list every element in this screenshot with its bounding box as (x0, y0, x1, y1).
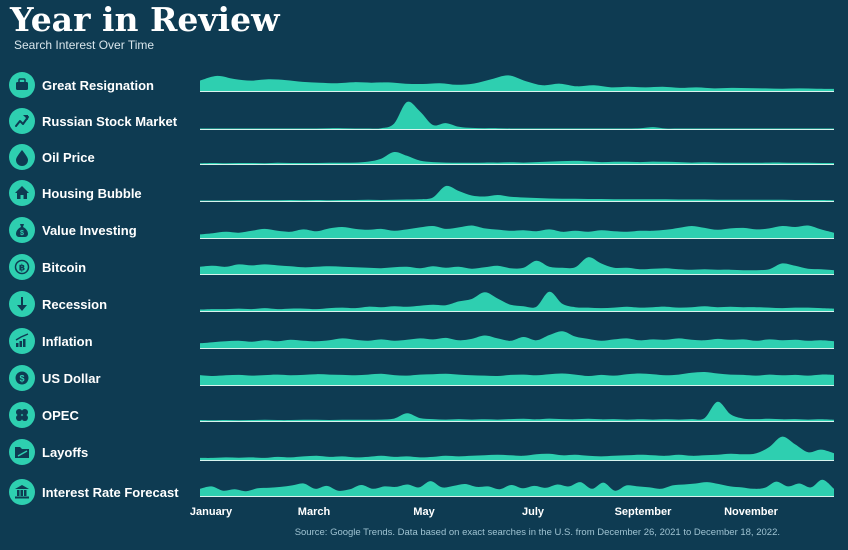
money-bag-icon: $ (9, 217, 35, 243)
series-area (200, 257, 834, 274)
series-area (200, 371, 834, 385)
svg-text:$: $ (19, 374, 24, 384)
folder-icon (9, 439, 35, 465)
series-row: ฿ Bitcoin (9, 254, 834, 280)
series-row: Inflation (9, 328, 834, 354)
series-label: Russian Stock Market (42, 114, 178, 129)
series-row: Layoffs (9, 436, 834, 465)
page-title: Year in Review (10, 0, 280, 39)
x-tick-label: September (615, 506, 673, 518)
x-tick-label: November (724, 506, 779, 518)
series-row: Housing Bubble (9, 180, 834, 206)
series-label: Layoffs (42, 445, 88, 460)
series-area (200, 436, 834, 460)
series-row: Great Resignation (9, 72, 834, 98)
svg-text:฿: ฿ (19, 264, 25, 274)
series-row: OPEC (9, 401, 834, 428)
arrow-down-icon (9, 291, 35, 317)
series-area (200, 185, 834, 201)
series-label: OPEC (42, 408, 79, 423)
house-icon (9, 180, 35, 206)
x-tick-label: March (298, 506, 331, 518)
series-row: Interest Rate Forecast (9, 479, 834, 505)
series-area (200, 225, 834, 238)
series-row: Russian Stock Market (9, 101, 834, 134)
series-row: Oil Price (9, 144, 834, 170)
source-note: Source: Google Trends. Data based on exa… (294, 527, 780, 538)
series-area (200, 151, 834, 164)
clover-icon (9, 402, 35, 428)
chart-rows: Great Resignation Russian Stock Market Oil… (9, 72, 834, 505)
series-area (200, 479, 834, 496)
series-label: Inflation (42, 334, 93, 349)
series-area (200, 401, 834, 421)
series-label: Value Investing (42, 223, 137, 238)
x-tick-label: July (522, 506, 545, 518)
x-tick-label: January (190, 506, 233, 518)
series-area (200, 75, 834, 91)
series-row: $ Value Investing (9, 217, 834, 243)
series-row: $ US Dollar (9, 365, 834, 391)
droplet-icon (9, 144, 35, 170)
bank-icon (9, 479, 35, 505)
trending-up-icon (9, 108, 35, 134)
series-row: Recession (9, 291, 834, 317)
series-area (200, 331, 834, 348)
dollar-icon: $ (9, 365, 35, 391)
series-label: Oil Price (42, 150, 95, 165)
series-area (200, 101, 834, 129)
series-label: Interest Rate Forecast (42, 485, 179, 500)
series-label: US Dollar (42, 371, 101, 386)
series-area (200, 291, 834, 311)
svg-text:$: $ (20, 230, 24, 237)
chart-up-icon (9, 328, 35, 354)
series-label: Bitcoin (42, 260, 86, 275)
briefcase-icon (9, 72, 35, 98)
series-label: Recession (42, 297, 107, 312)
page-subtitle: Search Interest Over Time (14, 38, 155, 52)
series-label: Great Resignation (42, 78, 154, 93)
x-tick-label: May (413, 506, 435, 518)
series-label: Housing Bubble (42, 186, 142, 201)
bitcoin-icon: ฿ (9, 254, 35, 280)
x-axis-ticks: January March May July September November (190, 506, 779, 518)
